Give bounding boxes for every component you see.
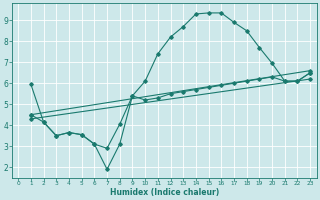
X-axis label: Humidex (Indice chaleur): Humidex (Indice chaleur): [109, 188, 219, 197]
